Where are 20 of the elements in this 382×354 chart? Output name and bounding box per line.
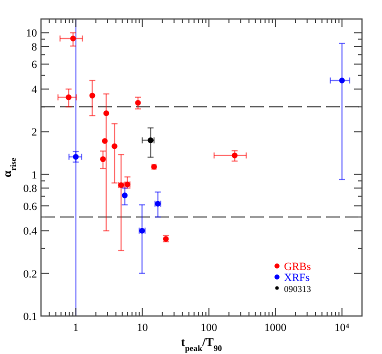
legend-label: GRBs	[284, 261, 311, 273]
y-tick-label: 2	[32, 126, 37, 139]
y-tick-label: 8	[32, 41, 38, 54]
y-tick-label: 0.8	[23, 183, 38, 196]
x-tick-label: 100	[200, 322, 218, 334]
y-tick-label: 4	[32, 84, 38, 96]
x-tick-label: 1	[73, 322, 79, 334]
y-tick-label: 0.2	[23, 268, 37, 280]
y-tick-label: 1	[32, 169, 37, 182]
y-tick-label: 0.6	[23, 200, 38, 213]
x-tick-label: 10	[136, 322, 148, 334]
y-tick-label: 6	[32, 59, 38, 72]
y-tick-label: 0.1	[23, 311, 37, 323]
legend-label: XRFs	[284, 272, 310, 284]
y-tick-label: 10	[26, 28, 38, 40]
x-tick-label: 1000	[264, 322, 287, 334]
x-axis-title: t$_{peak}$/T$_{90}$	[181, 335, 222, 352]
x-tick-label: 10⁴	[334, 322, 350, 334]
y-tick-label: 0.4	[23, 226, 38, 238]
legend-label: 090313	[284, 284, 312, 294]
